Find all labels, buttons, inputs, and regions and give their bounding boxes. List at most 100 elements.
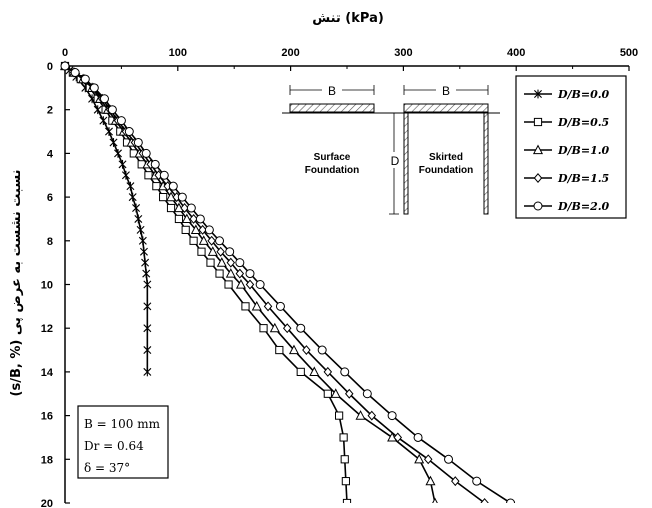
data-point <box>207 246 218 256</box>
y-tick-label: 0 <box>47 61 53 73</box>
data-point <box>124 127 134 137</box>
data-point <box>480 498 489 503</box>
y-tick-label: 20 <box>41 498 53 508</box>
data-point <box>168 181 178 191</box>
data-point <box>335 411 344 420</box>
data-point <box>235 279 246 289</box>
data-point <box>143 301 152 311</box>
data-point <box>159 170 169 180</box>
data-point <box>387 411 397 421</box>
legend-box <box>515 75 627 219</box>
inset-surface-label-2: Foundation <box>305 165 359 176</box>
data-point <box>80 74 90 84</box>
data-point <box>444 454 454 464</box>
data-point <box>126 181 135 191</box>
y-tick-label: 14 <box>41 367 54 379</box>
param-b: B = 100 mm <box>84 417 161 431</box>
data-point <box>330 388 341 398</box>
data-point <box>216 257 227 267</box>
data-point <box>118 159 127 169</box>
data-point <box>224 280 233 289</box>
data-point <box>255 280 265 289</box>
series-4 <box>60 61 516 503</box>
data-point <box>138 236 147 246</box>
x-tick-label: 100 <box>169 47 187 59</box>
data-point <box>362 389 372 399</box>
data-point <box>506 498 516 503</box>
data-point <box>216 246 225 257</box>
inset-skirted-label-2: Foundation <box>419 165 473 176</box>
data-point <box>134 214 143 224</box>
axes-group: 0 100 200 300 400 500 0 2 4 6 8 10 12 14 16 18 20 <box>41 47 638 508</box>
data-point <box>235 258 245 268</box>
data-point <box>159 193 168 202</box>
data-point <box>215 269 224 278</box>
data-point <box>109 138 118 147</box>
data-point <box>451 476 460 487</box>
data-point <box>251 300 262 311</box>
legend-marker <box>533 201 543 211</box>
inset-b-label-bg-right <box>436 82 456 98</box>
inset-b-label-right: B <box>442 84 450 98</box>
legend-marker <box>533 117 543 127</box>
data-point <box>323 366 333 377</box>
x-tick-label: 300 <box>394 47 412 59</box>
data-point <box>70 68 80 78</box>
data-point <box>341 477 350 486</box>
data-point <box>241 302 250 311</box>
data-point <box>263 301 273 312</box>
data-point <box>207 235 216 246</box>
series-layer <box>59 60 516 503</box>
data-point <box>177 192 187 202</box>
data-point <box>275 301 285 311</box>
data-point <box>340 367 350 377</box>
data-point <box>413 432 423 442</box>
data-point <box>99 116 108 126</box>
inset-d-label: D <box>391 154 400 168</box>
y-tick-label: 18 <box>41 454 53 466</box>
data-point <box>107 105 117 115</box>
data-point <box>296 323 306 333</box>
data-point <box>245 269 255 279</box>
data-point <box>393 432 403 443</box>
data-point <box>133 137 143 147</box>
inset-skirt-right <box>483 111 489 215</box>
data-point <box>288 344 300 355</box>
x-tick-label: 500 <box>620 47 638 59</box>
data-point <box>152 182 161 191</box>
data-point <box>225 268 236 278</box>
data-point <box>150 159 160 169</box>
y-axis-title: (s/B, %) نسبت نشست به عرض پی <box>9 170 24 397</box>
data-point <box>141 258 150 268</box>
data-point <box>342 498 352 503</box>
data-point <box>128 192 137 202</box>
legend-entry-label: D/B=2.0 <box>557 200 610 213</box>
data-point <box>114 149 123 158</box>
x-tick-label: 400 <box>507 47 525 59</box>
x-tick-label: 200 <box>281 47 299 59</box>
data-point <box>143 323 152 333</box>
data-point <box>89 83 99 93</box>
inset-surface-label-1: Surface <box>314 152 351 163</box>
param-delta: δ = 37° <box>84 461 130 475</box>
legend-entry-label: D/B=1.0 <box>557 144 610 157</box>
data-point <box>367 410 377 421</box>
data-point <box>144 171 153 180</box>
data-point <box>190 224 201 234</box>
data-point <box>269 322 280 333</box>
y-tick-label: 12 <box>41 323 53 335</box>
x-tick-label: 0 <box>62 47 68 59</box>
data-point <box>166 203 176 213</box>
data-point <box>197 247 206 256</box>
inset-skirt-left <box>403 111 409 215</box>
legend-marker <box>533 173 543 183</box>
data-point <box>472 476 482 486</box>
data-point <box>105 127 113 136</box>
legend: D/B=0.0 D/B=0.5 D/B=1.0 D/B=1.5 D/B=2.0 <box>515 75 627 219</box>
data-point <box>198 224 207 235</box>
data-point <box>423 454 433 465</box>
y-tick-label: 4 <box>47 148 54 160</box>
data-point <box>181 225 190 234</box>
inset-b-label-bg-left <box>322 82 342 98</box>
